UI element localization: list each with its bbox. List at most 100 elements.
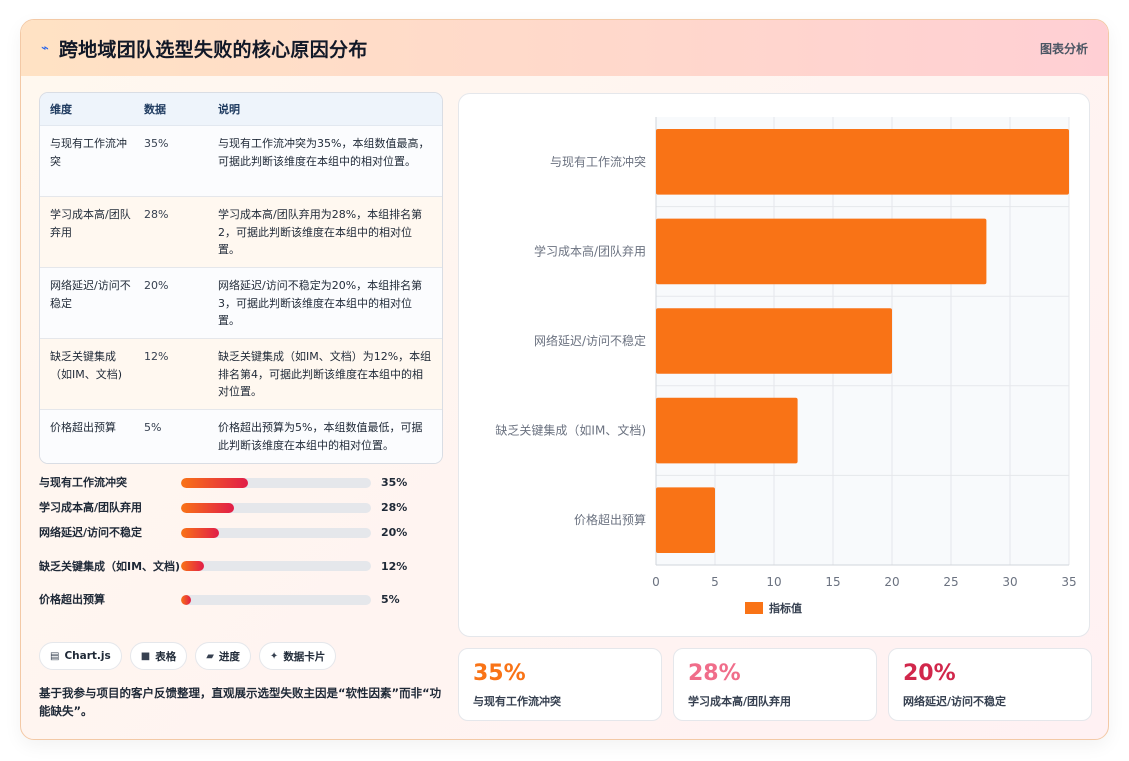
column-header-value: 数据: [144, 103, 166, 116]
bar: [656, 218, 987, 285]
x-tick-label: 0: [652, 575, 660, 589]
sparkle-icon: ✦: [269, 650, 279, 662]
row-value: 20%: [144, 279, 169, 292]
progress-fill: [181, 594, 191, 605]
progress-value: 5%: [381, 593, 400, 606]
x-tick-label: 25: [943, 575, 958, 589]
chip-table[interactable]: ■ 表格: [129, 642, 188, 670]
chip-label: 数据卡片: [283, 650, 326, 663]
progress-fill: [181, 527, 219, 538]
progress-label: 与现有工作流冲突: [39, 476, 127, 489]
data-table: 维度 数据 说明 与现有工作流冲突 35% 与现有工作流冲突为35%，本组数值最…: [39, 92, 443, 464]
y-category-label: 网络延迟/访问不稳定: [534, 333, 646, 348]
tech-chips: ▤ Chart.js ■ 表格 ▰ 进度 ✦ 数据卡片: [39, 642, 337, 670]
progress-value: 28%: [381, 501, 408, 514]
chip-chartjs[interactable]: ▤ Chart.js: [39, 642, 122, 670]
chip-progress[interactable]: ▰ 进度: [195, 642, 251, 670]
chip-label: 进度: [218, 650, 240, 663]
row-value: 5%: [144, 421, 162, 434]
summary-note: 基于我参与项目的客户反馈整理，直观展示选型失败主因是“软性因素”而非“功能缺失”…: [39, 686, 442, 718]
row-dimension: 缺乏关键集成（如IM、文档): [50, 350, 123, 381]
progress-value: 20%: [381, 526, 408, 539]
chip-data-card[interactable]: ✦ 数据卡片: [258, 642, 337, 670]
legend-swatch: [745, 602, 763, 614]
kpi-card: 20% 网络延迟/访问不稳定: [888, 648, 1092, 721]
progress-label: 网络延迟/访问不稳定: [39, 526, 143, 539]
progress-row: 学习成本高/团队弃用 28%: [39, 495, 443, 520]
progress-row: 价格超出预算 5%: [39, 587, 443, 612]
column-header-dimension: 维度: [50, 103, 72, 116]
progress-fill: [181, 561, 204, 571]
x-tick-label: 5: [711, 575, 719, 589]
row-value: 12%: [144, 350, 169, 363]
x-tick-label: 15: [825, 575, 840, 589]
table-icon: ■: [140, 650, 151, 662]
kpi-label: 与现有工作流冲突: [473, 695, 561, 708]
bar-chart: 0 5 10 15 20 25 30 35 与现有工作流冲突学习成本高/团队弃用网络延迟/访问不…: [495, 117, 1077, 615]
kpi-label: 学习成本高/团队弃用: [688, 695, 792, 708]
progress-track: [181, 594, 371, 605]
row-dimension: 学习成本高/团队弃用: [50, 208, 131, 239]
table-row: 缺乏关键集成（如IM、文档) 12% 缺乏关键集成（如IM、文档）为12%，本组…: [40, 339, 442, 410]
table-header: 维度 数据 说明: [40, 93, 442, 126]
progress-label: 学习成本高/团队弃用: [39, 501, 143, 514]
table-row: 价格超出预算 5% 价格超出预算为5%，本组数值最低，可据此判断该维度在本组中的…: [40, 410, 442, 463]
progress-track: [181, 477, 371, 488]
row-value: 28%: [144, 208, 169, 221]
kpi-label: 网络延迟/访问不稳定: [903, 695, 1007, 708]
x-tick-label: 30: [1002, 575, 1017, 589]
bar: [656, 129, 1069, 195]
progress-list: 与现有工作流冲突 35% 学习成本高/团队弃用 28% 网络延迟/访问不稳定 2…: [39, 470, 443, 612]
kpi-card: 35% 与现有工作流冲突: [458, 648, 662, 721]
row-value: 35%: [144, 137, 169, 150]
bar: [656, 308, 892, 374]
y-category-label: 缺乏关键集成（如IM、文档): [495, 423, 646, 438]
chip-label: Chart.js: [64, 650, 111, 662]
progress-label: 价格超出预算: [39, 593, 105, 606]
progress-value: 35%: [381, 476, 408, 489]
y-category-label: 价格超出预算: [574, 512, 646, 527]
row-description: 价格超出预算为5%，本组数值最低，可据此判断该维度在本组中的相对位置。: [218, 421, 423, 452]
table-row: 学习成本高/团队弃用 28% 学习成本高/团队弃用为28%，本组排名第2，可据此…: [40, 197, 442, 268]
progress-icon: ▰: [206, 650, 214, 662]
row-dimension: 与现有工作流冲突: [50, 137, 127, 168]
row-dimension: 价格超出预算: [50, 421, 116, 434]
row-description: 网络延迟/访问不稳定为20%，本组排名第3，可据此判断该维度在本组中的相对位置。: [218, 279, 423, 327]
x-tick-label: 20: [884, 575, 899, 589]
bolt-icon: ⌁: [41, 40, 49, 56]
progress-track: [181, 527, 371, 538]
row-description: 学习成本高/团队弃用为28%，本组排名第2，可据此判断该维度在本组中的相对位置。: [218, 208, 423, 256]
row-description: 与现有工作流冲突为35%，本组数值最高，可据此判断该维度在本组中的相对位置。: [218, 137, 430, 168]
row-dimension: 网络延迟/访问不稳定: [50, 279, 131, 310]
kpi-value: 35%: [473, 661, 526, 686]
chart-card: ⌁ 跨地域团队选型失败的核心原因分布 图表分析 维度 数据 说明 与现有工作流冲…: [20, 19, 1109, 740]
progress-value: 12%: [381, 559, 408, 573]
progress-row: 与现有工作流冲突 35%: [39, 470, 443, 495]
bar: [656, 397, 798, 464]
progress-track: [181, 561, 371, 571]
progress-track: [181, 502, 371, 513]
kpi-cards: 35% 与现有工作流冲突 28% 学习成本高/团队弃用 20% 网络延迟/访问不…: [458, 648, 1092, 721]
progress-row: 网络延迟/访问不稳定 20%: [39, 520, 443, 545]
table-row: 网络延迟/访问不稳定 20% 网络延迟/访问不稳定为20%，本组排名第3，可据此…: [40, 268, 442, 339]
kpi-card: 28% 学习成本高/团队弃用: [673, 648, 877, 721]
kpi-value: 20%: [903, 661, 956, 686]
page-title: 跨地域团队选型失败的核心原因分布: [58, 38, 368, 61]
progress-fill: [181, 477, 248, 488]
table-row: 与现有工作流冲突 35% 与现有工作流冲突为35%，本组数值最高，可据此判断该维…: [40, 126, 442, 197]
x-tick-label: 10: [766, 575, 781, 589]
kpi-value: 28%: [688, 661, 741, 686]
chart-icon: ▤: [50, 650, 60, 662]
chip-label: 表格: [155, 650, 177, 663]
progress-label: 缺乏关键集成（如IM、文档): [39, 559, 181, 573]
progress-fill: [181, 502, 235, 513]
card-header: ⌁ 跨地域团队选型失败的核心原因分布 图表分析: [21, 20, 1108, 76]
column-header-description: 说明: [218, 103, 240, 116]
header-tag: 图表分析: [1039, 41, 1088, 56]
x-tick-label: 35: [1061, 575, 1076, 589]
legend-label: 指标值: [769, 601, 802, 615]
bar: [656, 487, 715, 553]
y-category-label: 学习成本高/团队弃用: [534, 243, 646, 258]
y-category-label: 与现有工作流冲突: [550, 154, 646, 169]
row-description: 缺乏关键集成（如IM、文档）为12%，本组排名第4，可据此判断该维度在本组中的相…: [218, 350, 432, 398]
